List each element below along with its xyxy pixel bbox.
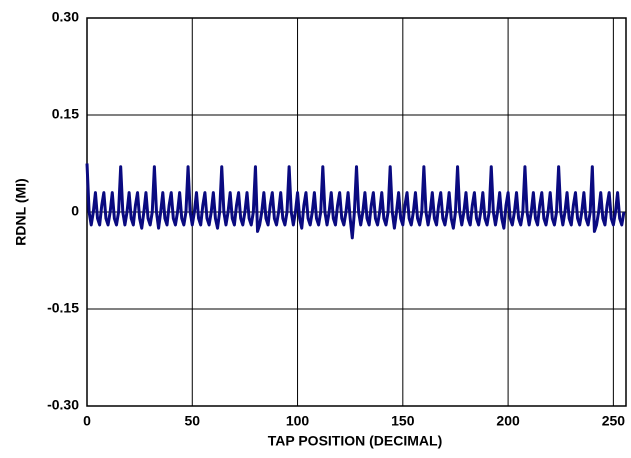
x-tick-label: 250 (602, 413, 626, 429)
y-tick-label: 0.30 (52, 9, 79, 25)
y-axis-label: RDNL (MI) (13, 178, 29, 245)
x-tick-label: 150 (391, 413, 415, 429)
x-axis-label: TAP POSITION (DECIMAL) (268, 433, 442, 449)
x-tick-label: 200 (496, 413, 520, 429)
y-tick-label: 0 (71, 203, 79, 219)
x-tick-label: 50 (184, 413, 200, 429)
y-tick-label: 0.15 (52, 106, 79, 122)
data-line (85, 163, 626, 240)
y-tick-label: -0.30 (47, 397, 79, 413)
plot-border (86, 17, 627, 407)
y-tick-label: -0.15 (47, 300, 79, 316)
x-tick-label: 100 (286, 413, 310, 429)
x-tick-label: 0 (83, 413, 91, 429)
